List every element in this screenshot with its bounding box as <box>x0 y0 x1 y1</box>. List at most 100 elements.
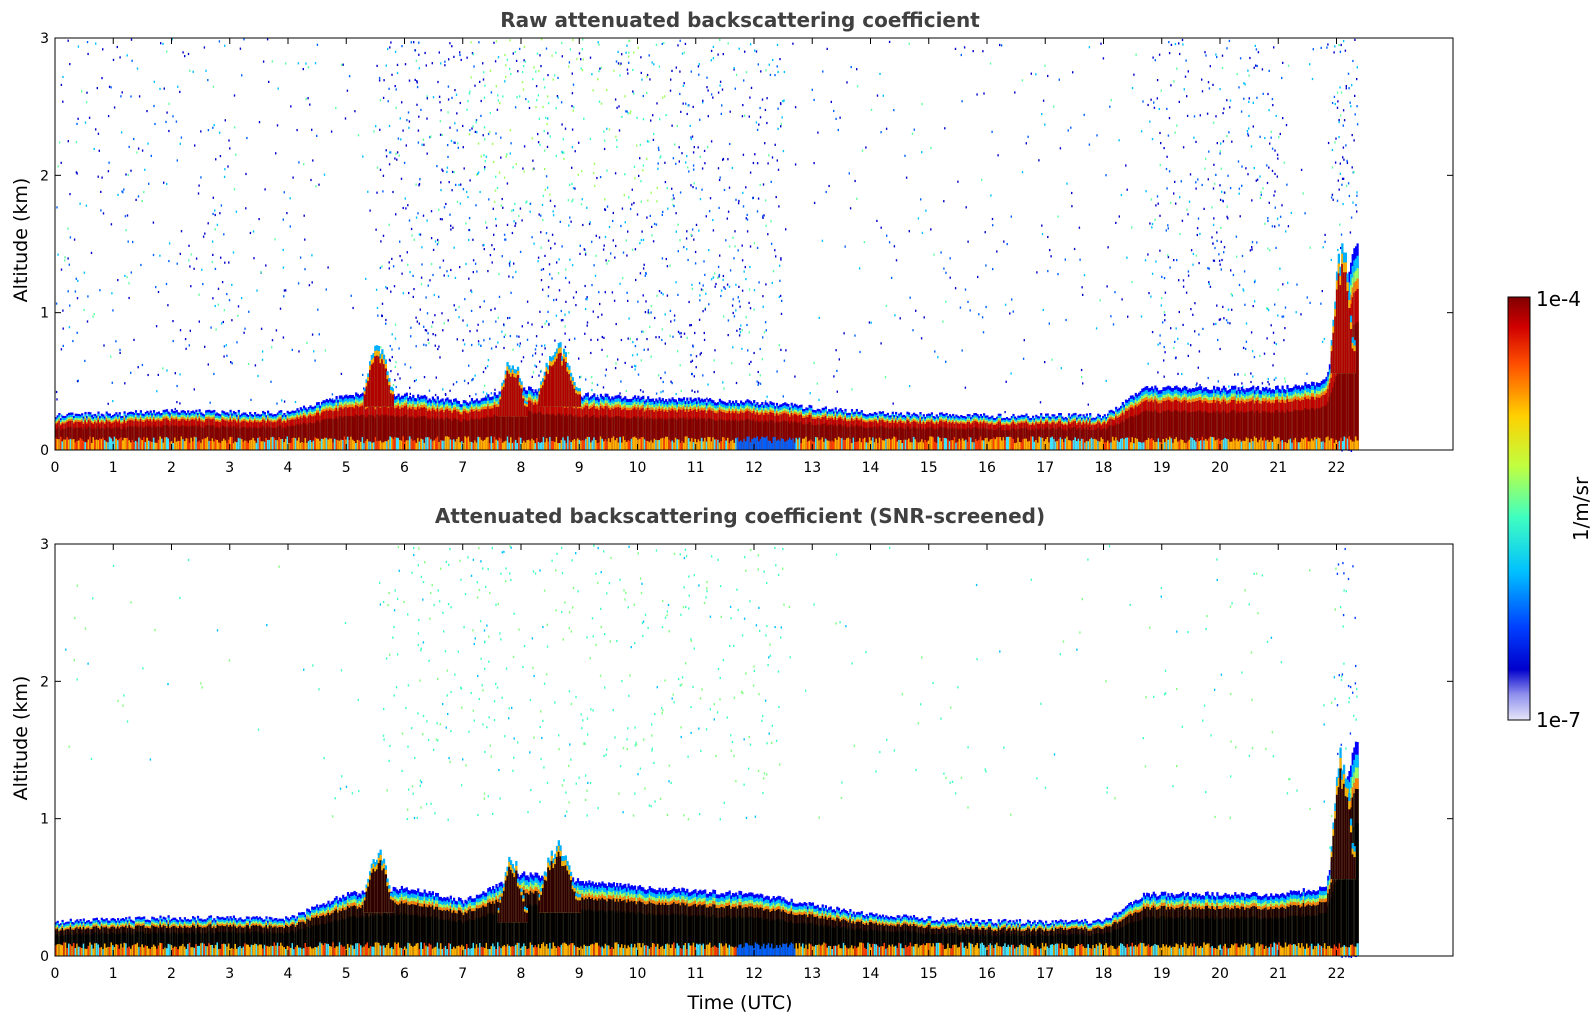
noise-point <box>521 81 524 84</box>
noise-point <box>518 335 520 338</box>
noise-point <box>689 124 691 127</box>
noise-point <box>258 121 261 124</box>
noise-point <box>679 70 681 73</box>
noise-point <box>1227 308 1230 311</box>
noise-point <box>672 157 675 160</box>
noise-point <box>742 205 745 208</box>
noise-point <box>702 374 704 377</box>
noise-point <box>408 788 410 791</box>
noise-point <box>691 389 693 392</box>
noise-point <box>702 289 704 292</box>
noise-point <box>1159 163 1161 167</box>
noise-point <box>1334 141 1336 144</box>
noise-point <box>496 186 499 189</box>
noise-point <box>1248 74 1250 77</box>
noise-point <box>572 606 574 609</box>
noise-point <box>544 167 546 171</box>
noise-point <box>1169 201 1172 204</box>
noise-point <box>679 191 682 194</box>
noise-point <box>102 212 105 215</box>
noise-point <box>538 117 541 120</box>
noise-point <box>230 361 232 364</box>
noise-point <box>484 750 486 753</box>
noise-point <box>428 659 430 662</box>
noise-point <box>642 164 645 167</box>
x-tick-label: 17 <box>1036 966 1054 982</box>
noise-point <box>84 627 87 630</box>
noise-point <box>771 724 774 727</box>
noise-point <box>1167 254 1169 257</box>
noise-point <box>1356 210 1358 213</box>
noise-point <box>84 121 87 124</box>
noise-point <box>346 89 349 92</box>
noise-point <box>568 281 571 284</box>
noise-point <box>1250 651 1253 654</box>
noise-point <box>759 382 762 385</box>
noise-point <box>526 300 529 303</box>
noise-point <box>627 727 629 730</box>
noise-point <box>478 589 481 592</box>
noise-point <box>1083 274 1086 277</box>
noise-point <box>454 673 456 676</box>
noise-point <box>1181 38 1184 42</box>
noise-point <box>519 250 522 253</box>
noise-point <box>723 387 725 390</box>
noise-point <box>401 732 404 735</box>
noise-point <box>265 264 267 267</box>
noise-point <box>659 118 661 121</box>
noise-point <box>1251 199 1253 202</box>
noise-point <box>179 596 181 599</box>
noise-point <box>779 279 781 282</box>
noise-point <box>1022 357 1025 360</box>
noise-point <box>982 331 985 334</box>
noise-point <box>62 100 64 103</box>
noise-point <box>212 253 214 256</box>
noise-point <box>418 53 420 56</box>
noise-point <box>460 578 462 581</box>
noise-point <box>425 64 427 67</box>
noise-point <box>495 40 498 43</box>
noise-point <box>535 70 537 73</box>
noise-point <box>954 47 957 50</box>
noise-point <box>591 617 594 620</box>
noise-point <box>561 41 563 45</box>
noise-point <box>1204 167 1206 170</box>
noise-point <box>673 319 676 322</box>
noise-point <box>1251 350 1254 353</box>
noise-point <box>665 257 667 261</box>
noise-point <box>1341 183 1343 186</box>
noise-point <box>606 262 608 265</box>
noise-point <box>382 734 385 737</box>
noise-point <box>477 674 479 678</box>
noise-point <box>438 600 441 603</box>
noise-point <box>1343 158 1345 161</box>
noise-point <box>729 110 731 113</box>
noise-point <box>382 174 385 177</box>
noise-point <box>1336 91 1339 94</box>
noise-point <box>642 620 645 623</box>
noise-point <box>1273 341 1276 344</box>
noise-point <box>759 347 761 351</box>
noise-point <box>1163 359 1165 362</box>
noise-point <box>532 666 534 669</box>
noise-point <box>547 286 550 289</box>
noise-point <box>673 701 675 704</box>
noise-point <box>188 259 190 262</box>
noise-point <box>381 265 383 268</box>
noise-point <box>917 217 920 220</box>
noise-point <box>660 391 662 394</box>
noise-point <box>1275 376 1277 379</box>
noise-point <box>479 305 481 309</box>
x-tick-label: 2 <box>167 966 176 982</box>
noise-point <box>416 86 419 89</box>
noise-point <box>1207 81 1210 84</box>
noise-point <box>1106 285 1108 288</box>
noise-point <box>382 190 384 193</box>
noise-point <box>556 261 558 264</box>
noise-point <box>483 154 485 157</box>
noise-point <box>418 41 420 44</box>
noise-point <box>540 757 542 761</box>
noise-point <box>1021 79 1024 82</box>
noise-point <box>260 327 263 330</box>
noise-point <box>861 149 864 152</box>
